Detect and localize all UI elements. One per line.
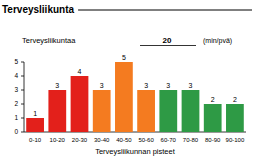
bar bbox=[182, 90, 200, 132]
x-tick-label: 10-20 bbox=[50, 137, 66, 143]
y-tick-label: 4 bbox=[14, 72, 18, 79]
x-tick-label: 70-80 bbox=[183, 137, 199, 143]
bar bbox=[93, 90, 111, 132]
annotation-unit: (min/pvä) bbox=[203, 37, 232, 45]
data-label: 4 bbox=[78, 68, 82, 75]
data-label: 5 bbox=[122, 54, 126, 61]
y-axis bbox=[24, 62, 25, 132]
bar bbox=[26, 118, 44, 132]
y-tick-label: 1 bbox=[14, 114, 18, 121]
y-tick bbox=[21, 62, 24, 63]
chart: TerveysliikuntaTerveysliikuntaa20(min/pv… bbox=[0, 0, 256, 158]
data-label: 3 bbox=[166, 82, 170, 89]
annotation-label: Terveysliikuntaa bbox=[22, 36, 76, 45]
y-tick bbox=[21, 104, 24, 105]
annotation-underline bbox=[140, 45, 196, 46]
title-rule bbox=[78, 10, 252, 11]
x-tick-label: 50-60 bbox=[138, 137, 154, 143]
bars bbox=[26, 62, 244, 132]
x-axis-label: Terveysliikunnan pisteet bbox=[95, 147, 176, 156]
x-tick-label: 30-40 bbox=[94, 137, 110, 143]
data-label: 3 bbox=[144, 82, 148, 89]
y-tick bbox=[21, 118, 24, 119]
data-label: 2 bbox=[233, 96, 237, 103]
title: Terveysliikunta bbox=[2, 4, 75, 15]
x-tick-label: 0-10 bbox=[29, 137, 42, 143]
x-tick-label: 20-30 bbox=[72, 137, 88, 143]
data-label: 1 bbox=[33, 110, 37, 117]
y-tick bbox=[21, 90, 24, 91]
x-tick-label: 60-70 bbox=[161, 137, 177, 143]
y-tick-label: 2 bbox=[14, 100, 18, 107]
x-tick-label: 80-90 bbox=[205, 137, 221, 143]
bar bbox=[159, 90, 177, 132]
x-tick-label: 90-100 bbox=[226, 137, 245, 143]
data-label: 3 bbox=[189, 82, 193, 89]
bar bbox=[71, 76, 89, 132]
bar bbox=[137, 90, 155, 132]
bar bbox=[204, 104, 222, 132]
bar bbox=[115, 62, 133, 132]
annotation-value: 20 bbox=[163, 36, 172, 45]
y-tick-label: 0 bbox=[14, 128, 18, 135]
data-label: 3 bbox=[100, 82, 104, 89]
y-tick-label: 3 bbox=[14, 86, 18, 93]
y-tick bbox=[21, 132, 24, 133]
data-label: 3 bbox=[55, 82, 59, 89]
bar bbox=[226, 104, 244, 132]
bar bbox=[48, 90, 66, 132]
y-tick bbox=[21, 76, 24, 77]
data-label: 2 bbox=[211, 96, 215, 103]
y-tick-label: 5 bbox=[14, 58, 18, 65]
x-tick-label: 40-50 bbox=[116, 137, 132, 143]
